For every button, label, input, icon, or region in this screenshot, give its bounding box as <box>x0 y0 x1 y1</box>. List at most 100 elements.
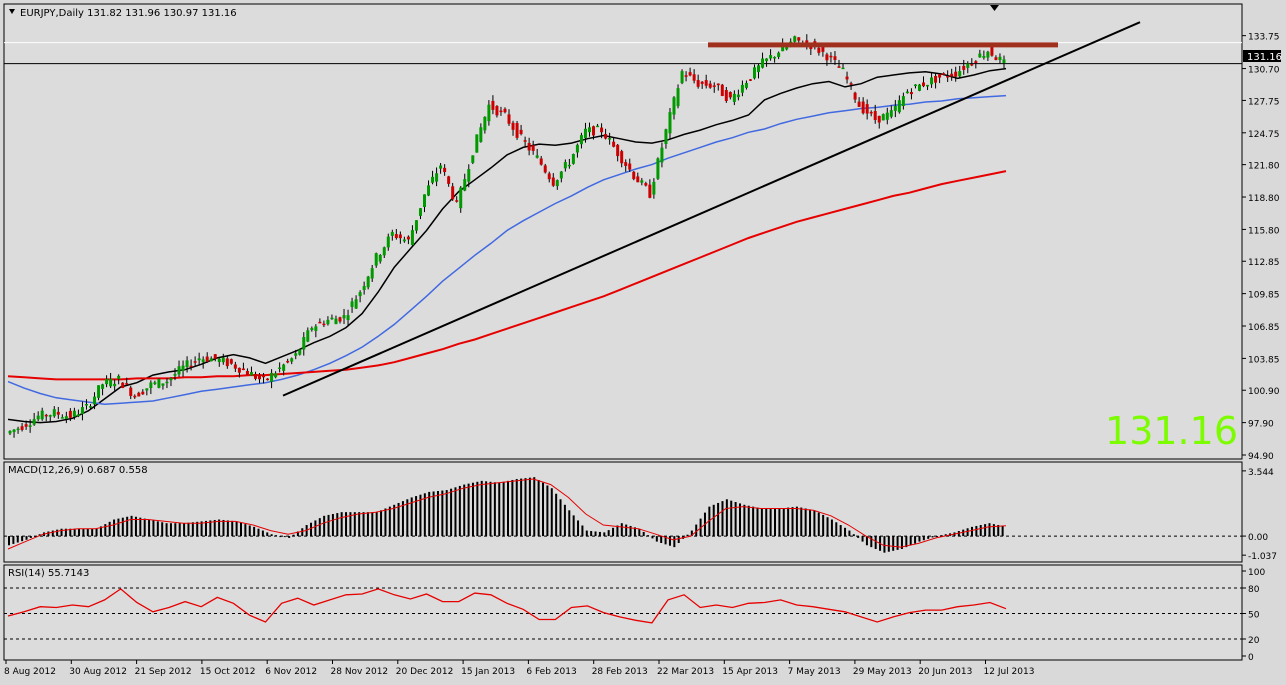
macd-histogram-bar <box>353 512 356 537</box>
bull-candle <box>36 415 40 420</box>
macd-histogram-bar <box>178 523 181 537</box>
bull-candle <box>12 429 16 433</box>
triangle-down-icon[interactable] <box>990 5 999 11</box>
bear-candle <box>137 392 141 397</box>
macd-histogram-bar <box>104 524 107 537</box>
macd-signal-line <box>7 478 1007 550</box>
macd-histogram-bar <box>415 496 418 537</box>
macd-histogram-bar <box>725 499 728 537</box>
rsi-tick-label: 100 <box>1248 568 1265 578</box>
bull-candle <box>117 375 121 379</box>
bull-candle <box>84 404 88 406</box>
chart-menu-icon[interactable] <box>9 9 15 14</box>
price-tick-label: 100.90 <box>1248 387 1280 397</box>
bear-candle <box>857 101 861 107</box>
macd-histogram-bar <box>778 508 781 537</box>
macd-histogram-bar <box>795 506 798 537</box>
rsi-tick-label: 50 <box>1248 611 1260 621</box>
bull-candle <box>487 104 491 122</box>
bear-candle <box>258 374 262 380</box>
macd-histogram-bar <box>979 525 982 537</box>
macd-histogram-bar <box>791 507 794 537</box>
bull-candle <box>559 171 563 179</box>
macd-histogram-bar <box>436 491 439 537</box>
macd-panel[interactable] <box>3 461 1243 563</box>
bear-candle <box>451 186 455 200</box>
x-tick-label: 20 Jun 2013 <box>918 667 972 677</box>
macd-histogram-bar <box>406 499 409 537</box>
macd-histogram-bar <box>56 529 59 537</box>
macd-histogram-bar <box>997 525 1000 537</box>
bear-candle <box>491 100 495 110</box>
bear-candle <box>628 163 632 170</box>
bull-candle <box>439 165 443 169</box>
price-tick-label: 106.85 <box>1248 323 1280 333</box>
bear-candle <box>797 37 801 41</box>
price-tick-label: 127.75 <box>1248 97 1280 107</box>
bull-candle <box>656 158 660 179</box>
macd-histogram-bar <box>51 530 54 537</box>
bear-candle <box>724 90 728 101</box>
bull-candle <box>32 419 36 425</box>
bull-candle <box>358 292 362 297</box>
bull-candle <box>587 127 591 133</box>
macd-histogram-bar <box>463 484 466 537</box>
bull-candle <box>781 44 785 52</box>
bull-candle <box>998 56 1002 60</box>
rsi-panel[interactable] <box>3 564 1243 661</box>
bull-candle <box>905 91 909 94</box>
macd-histogram-bar <box>738 503 741 537</box>
bull-candle <box>181 365 185 371</box>
macd-histogram-bar <box>441 490 444 537</box>
bear-candle <box>592 126 596 136</box>
macd-histogram-bar <box>393 504 396 537</box>
bull-candle <box>640 180 644 183</box>
macd-histogram-bar <box>296 531 299 537</box>
bull-candle <box>608 138 612 140</box>
macd-histogram-bar <box>336 513 339 537</box>
x-tick-label: 8 Aug 2012 <box>4 667 56 677</box>
macd-histogram-bar <box>261 530 264 537</box>
macd-histogram-bar <box>655 536 658 542</box>
bear-candle <box>253 373 257 379</box>
macd-histogram-bar <box>835 522 838 537</box>
macd-histogram-bar <box>861 536 864 542</box>
bull-candle <box>736 94 740 98</box>
bear-candle <box>406 236 410 240</box>
macd-histogram-bar <box>25 536 28 540</box>
bull-candle <box>374 253 378 266</box>
macd-histogram-bar <box>327 514 330 537</box>
macd-histogram-bar <box>375 512 378 537</box>
bull-candle <box>28 425 32 427</box>
macd-histogram-bar <box>485 481 488 537</box>
bull-candle <box>60 417 64 419</box>
rsi-tick-label: 20 <box>1248 636 1260 646</box>
bull-candle <box>52 409 56 417</box>
x-tick-label: 7 May 2013 <box>788 667 841 677</box>
bear-candle <box>716 83 720 86</box>
x-tick-label: 29 May 2013 <box>853 667 912 677</box>
macd-histogram-bar <box>800 507 803 537</box>
macd-histogram-bar <box>708 506 711 537</box>
price-panel[interactable] <box>3 3 1243 460</box>
macd-histogram-bar <box>213 519 216 537</box>
bear-candle <box>205 356 209 362</box>
bull-candle <box>390 232 394 236</box>
bear-candle <box>728 91 732 98</box>
price-tick-label: 103.85 <box>1248 355 1280 365</box>
bear-candle <box>845 76 849 80</box>
bull-candle <box>177 366 181 375</box>
bull-candle <box>926 84 930 87</box>
macd-histogram-bar <box>865 536 868 546</box>
bull-candle <box>668 112 672 134</box>
x-tick-label: 6 Nov 2012 <box>265 667 317 677</box>
macd-histogram-bar <box>410 497 413 537</box>
macd-histogram-bar <box>743 504 746 537</box>
price-tick-label: 94.90 <box>1248 452 1274 462</box>
bull-candle <box>652 181 656 195</box>
macd-histogram-bar <box>966 528 969 537</box>
bull-candle <box>386 236 390 248</box>
bear-candle <box>24 424 28 427</box>
bear-candle <box>833 56 837 60</box>
